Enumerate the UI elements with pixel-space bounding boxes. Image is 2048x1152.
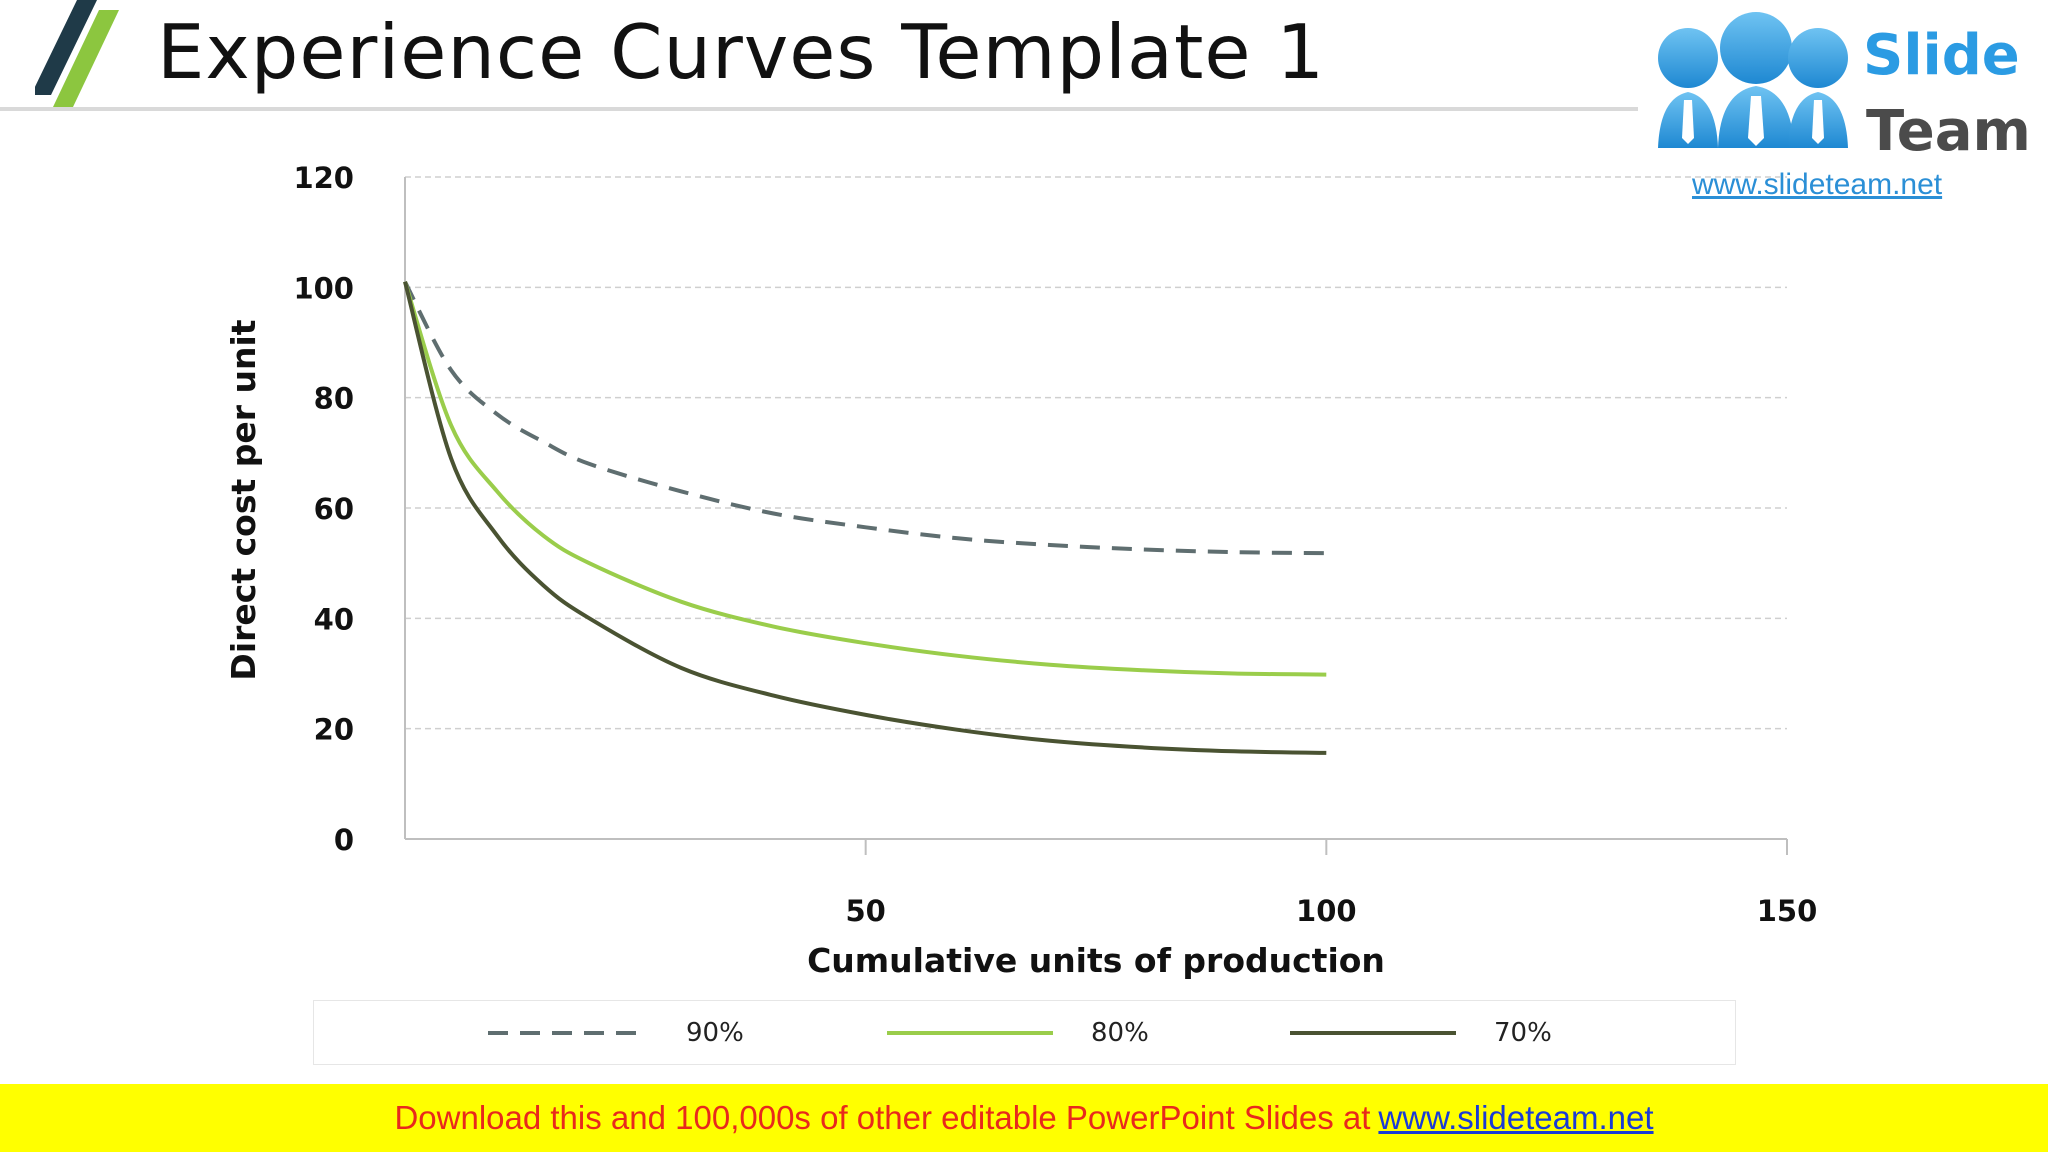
legend-item-90[interactable]: 90% — [488, 1001, 744, 1064]
gridlines — [405, 176, 1787, 730]
y-tick-label-60: 60 — [314, 492, 354, 526]
slideteam-logo[interactable]: Slide Team www.slideteam.net — [1638, 0, 2048, 201]
legend-swatch-80 — [887, 1030, 1053, 1035]
footer-link[interactable]: www.slideteam.net — [1378, 1099, 1654, 1136]
legend-label-90: 90% — [686, 1017, 744, 1048]
axes — [404, 177, 1788, 855]
legend-label-70: 70% — [1494, 1017, 1552, 1048]
y-tick-label-0: 0 — [334, 823, 354, 857]
series-line-70 — [403, 281, 1327, 755]
y-tick-label-20: 20 — [314, 713, 354, 747]
x-tick-label-100: 100 — [1296, 894, 1357, 928]
y-tick-label-40: 40 — [314, 602, 354, 636]
legend-item-80[interactable]: 80% — [887, 1001, 1149, 1064]
logo-url[interactable]: www.slideteam.net — [1691, 168, 1943, 201]
y-tick-label-80: 80 — [314, 382, 354, 416]
tick-labels: 0 20 40 60 80 100 120 50 100 150 — [293, 161, 1817, 928]
footer-text: Download this and 100,000s of other edit… — [394, 1099, 1371, 1136]
people-icon — [1658, 12, 1848, 148]
legend-item-70[interactable]: 70% — [1290, 1001, 1552, 1064]
y-axis-label: Direct cost per unit — [224, 319, 263, 680]
accent-stripe-dark — [35, 0, 97, 95]
logo-graphic: Slide Team www.slideteam.net — [1658, 12, 2031, 201]
y-tick-label-100: 100 — [293, 271, 354, 305]
legend-label-80: 80% — [1091, 1017, 1149, 1048]
logo-word-team: Team — [1866, 99, 2031, 164]
x-tick-label-150: 150 — [1757, 894, 1818, 928]
y-tick-label-120: 120 — [293, 161, 354, 195]
series-lines — [403, 280, 1327, 755]
series-line-90 — [403, 280, 1327, 556]
title-divider — [0, 107, 1638, 111]
accent-stripes — [35, 0, 119, 107]
accent-stripe-green — [53, 10, 119, 107]
legend-swatch-90 — [488, 1030, 648, 1035]
legend-swatch-70 — [1290, 1030, 1456, 1035]
download-banner: Download this and 100,000s of other edit… — [0, 1084, 2048, 1152]
chart-legend: 90% 80% 70% — [313, 1000, 1736, 1065]
logo-word-slide: Slide — [1863, 23, 2020, 88]
series-line-80 — [403, 281, 1327, 677]
x-axis-label: Cumulative units of production — [807, 941, 1385, 980]
experience-curve-chart: 0 20 40 60 80 100 120 50 100 150 Cumulative units… — [224, 161, 1817, 980]
x-tick-label-50: 50 — [845, 894, 885, 928]
page-title: Experience Curves Template 1 — [157, 8, 1326, 96]
